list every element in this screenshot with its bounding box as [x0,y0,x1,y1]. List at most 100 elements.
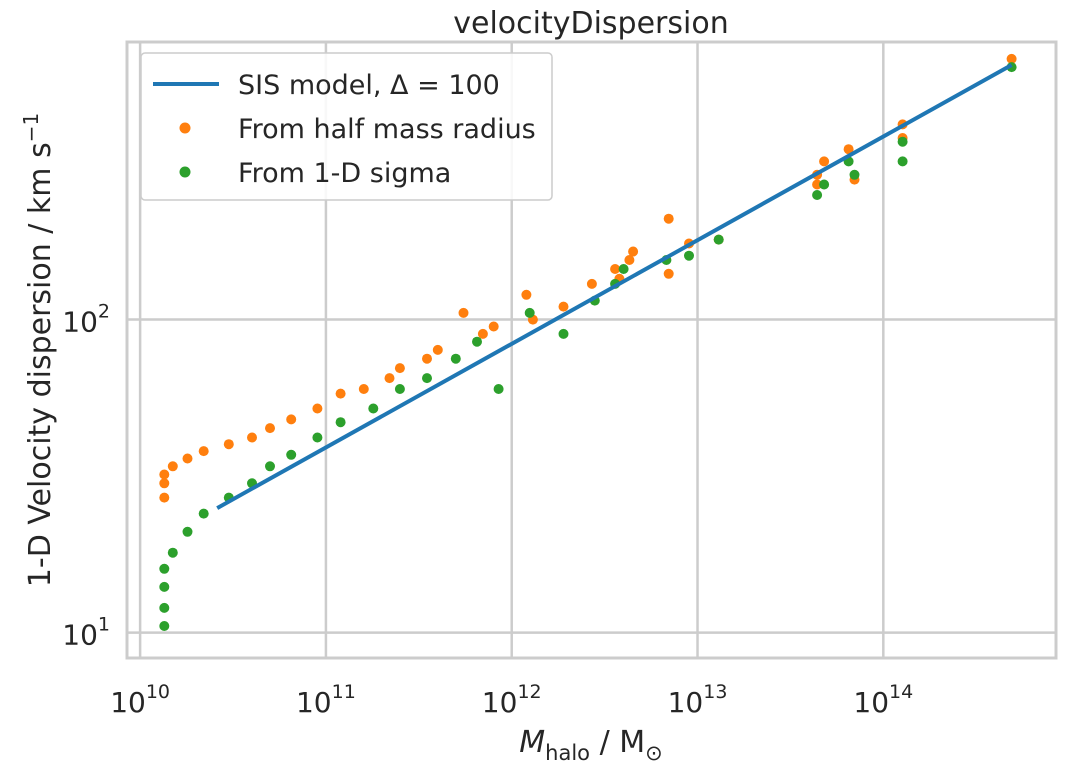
chart-title: velocityDispersion [453,6,728,41]
data-point-series-2 [897,156,908,167]
x-tick-exponent: 14 [889,681,913,703]
data-point-series-1 [167,461,178,472]
data-point-series-2 [450,353,461,364]
legend: SIS model, Δ = 100 From half mass radius… [140,52,553,201]
legend-swatch-half-mass [179,122,191,134]
data-point-series-2 [182,526,193,537]
x-tick-label: 1013 [668,681,728,719]
y-tick-base: 10 [62,306,98,339]
x-tick-base: 10 [110,686,146,719]
x-tick-exponent: 10 [146,681,170,703]
x-tick-label: 1010 [110,681,170,719]
y-tick-label: 101 [62,614,110,652]
data-point-series-1 [843,144,854,155]
data-point-series-1 [198,446,209,457]
data-point-series-1 [358,384,369,394]
data-point-series-1 [159,478,170,489]
data-point-series-2 [472,336,482,347]
x-tick-exponent: 11 [332,681,356,703]
legend-label-sis-model: SIS model, Δ = 100 [238,70,500,101]
data-points [159,53,1017,631]
x-tick-label: 1014 [853,681,913,719]
data-point-series-2 [159,602,170,613]
data-point-series-1 [286,414,297,425]
x-tick-label: 1012 [482,681,542,719]
y-tick-exponent: 2 [98,301,110,323]
data-point-series-1 [819,156,830,167]
x-tick-base: 10 [853,686,889,719]
data-point-series-2 [849,169,860,180]
data-point-series-1 [477,328,488,339]
data-point-series-1 [159,492,170,503]
data-point-series-2 [524,307,535,318]
data-point-series-2 [713,234,724,245]
legend-swatch-1d-sigma [179,166,191,178]
x-axis-label-rest: / M [590,725,645,760]
data-point-series-2 [812,190,823,200]
data-point-series-1 [312,403,323,414]
data-point-series-1 [586,278,597,289]
data-point-series-1 [223,439,234,450]
data-point-series-1 [488,321,499,332]
x-tick-base: 10 [296,686,332,719]
data-point-series-1 [458,307,469,318]
data-point-series-1 [335,388,346,399]
data-point-series-1 [265,423,275,434]
y-tick-base: 10 [62,619,98,652]
y-axis-label: 1-D Velocity dispersion / km s−1 [19,113,58,587]
data-point-series-2 [558,328,569,339]
data-point-series-1 [159,469,170,480]
x-axis-label-sun: ⊙ [645,741,663,765]
data-point-series-2 [265,461,275,472]
data-point-series-2 [198,508,209,519]
data-point-series-1 [182,453,193,464]
data-point-series-1 [521,289,532,300]
data-point-series-1 [247,432,257,443]
data-point-series-1 [394,363,405,374]
data-point-series-1 [432,344,443,355]
y-axis-label-sup: −1 [19,113,43,142]
x-tick-base: 10 [482,686,518,719]
y-axis-label-main: 1-D Velocity dispersion / km s [23,142,58,587]
data-point-series-2 [493,384,504,394]
plot-frame [125,40,1058,660]
legend-label-half-mass: From half mass radius [238,114,536,145]
data-point-series-1 [628,246,639,257]
legend-box [140,52,553,201]
data-point-series-1 [558,301,569,312]
data-point-series-2 [618,264,629,274]
data-point-series-2 [159,581,170,592]
data-point-series-1 [663,268,674,279]
data-point-series-2 [159,563,170,574]
x-tick-labels: 1010 1011 1012 1013 1014 [110,681,913,719]
data-lines [216,63,1013,510]
data-point-series-1 [812,179,823,190]
data-point-series-2 [897,136,908,147]
x-tick-exponent: 12 [517,681,541,703]
data-point-series-2 [167,547,178,558]
data-point-series-1 [384,373,395,384]
data-point-series-2 [422,373,432,384]
x-tick-base: 10 [668,686,704,719]
data-point-series-2 [684,250,694,261]
legend-label-1d-sigma: From 1-D sigma [238,158,451,189]
data-point-series-1 [422,353,432,364]
y-tick-label: 102 [62,301,110,339]
series-line-sis-model [216,63,1013,510]
data-point-series-1 [663,213,674,224]
data-point-series-2 [312,432,323,443]
data-point-series-2 [286,449,297,460]
data-point-series-2 [819,179,830,190]
x-axis-label: Mhalo / M⊙ [519,725,662,765]
data-point-series-1 [610,264,621,274]
x-tick-label: 1011 [296,681,356,719]
data-point-series-1 [624,255,635,265]
data-point-series-2 [368,403,379,414]
data-point-series-2 [335,417,346,428]
y-tick-exponent: 1 [98,614,110,636]
x-tick-exponent: 13 [703,681,727,703]
x-axis-label-sub: halo [545,741,590,765]
data-point-series-1 [1006,53,1017,64]
